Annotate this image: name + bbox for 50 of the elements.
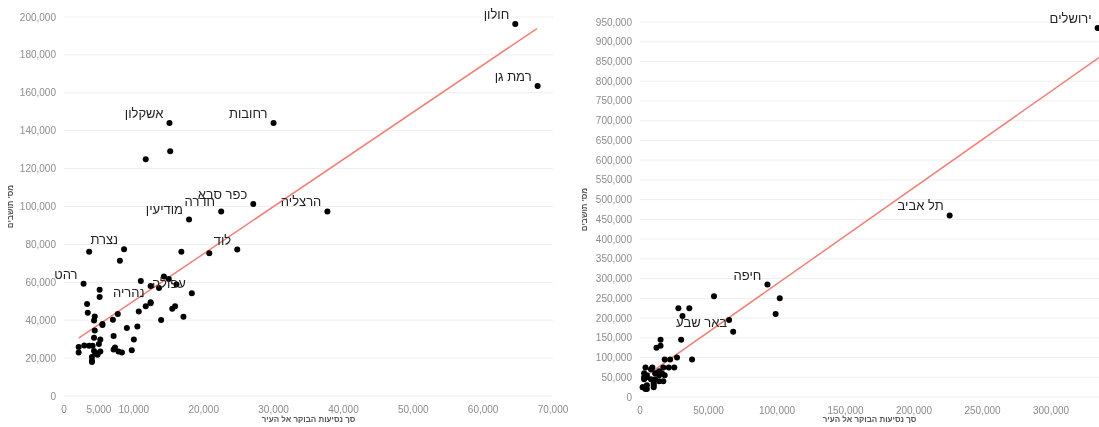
x-tick-label: 5,000	[86, 404, 112, 415]
y-tick-label: 700,000	[595, 115, 633, 127]
y-tick-label: 120,000	[19, 163, 57, 175]
y-tick-label: 750,000	[595, 95, 633, 107]
x-tick-label: 10,000	[118, 404, 150, 415]
y-tick-label: 600,000	[595, 154, 633, 166]
y-axis-title: מס' תושבים	[580, 187, 589, 232]
y-tick-label: 160,000	[19, 87, 57, 99]
y-tick-label: 100,000	[19, 201, 57, 212]
x-tick-label: 50,000	[397, 404, 430, 415]
y-tick-label: 900,000	[595, 36, 633, 48]
y-tick-label: 0	[50, 390, 57, 402]
y-tick-label: 350,000	[595, 253, 633, 265]
x-tick-label: 70,000	[537, 404, 569, 415]
y-tick-label: 850,000	[595, 55, 633, 67]
x-tick-label: 250,000	[964, 405, 1002, 416]
y-tick-label: 950,000	[595, 16, 633, 28]
y-tick-label: 200,000	[19, 11, 57, 23]
x-tick-label: 40,000	[328, 404, 360, 415]
y-tick-label: 0	[626, 391, 633, 403]
y-tick-label: 550,000	[595, 174, 633, 186]
y-tick-label: 800,000	[595, 75, 633, 87]
y-tick-label: 40,000	[25, 314, 57, 326]
x-tick-label: 200,000	[895, 405, 933, 416]
x-tick-label: 0	[61, 404, 68, 415]
y-tick-label: 650,000	[595, 134, 633, 146]
y-tick-label: 400,000	[595, 233, 633, 245]
y-tick-label: 50,000	[601, 371, 633, 383]
y-tick-label: 100,000	[595, 352, 633, 364]
y-tick-label: 140,000	[19, 125, 57, 137]
y-tick-label: 80,000	[25, 238, 57, 250]
x-tick-label: 30,000	[258, 404, 290, 415]
x-tick-label: 0	[637, 405, 644, 416]
y-tick-label: 500,000	[595, 194, 633, 206]
y-tick-label: 300,000	[595, 273, 633, 285]
y-tick-label: 180,000	[19, 49, 57, 61]
y-axis-title: מס' תושבים	[6, 184, 15, 229]
x-tick-label: 300,000	[1032, 405, 1070, 416]
y-tick-label: 450,000	[595, 213, 633, 225]
y-tick-label: 150,000	[595, 332, 633, 344]
x-tick-label: 100,000	[758, 405, 796, 416]
x-tick-label: 50,000	[693, 405, 725, 416]
y-tick-label: 200,000	[595, 312, 633, 324]
x-axis-title: סך נסיעות הבוקר אל העיר	[822, 415, 917, 424]
x-axis-title: סך נסיעות הבוקר אל העיר	[261, 415, 356, 424]
y-tick-label: 250,000	[595, 292, 633, 304]
y-tick-label: 20,000	[25, 352, 57, 364]
x-tick-label: 60,000	[467, 404, 499, 415]
x-tick-label: 150,000	[827, 405, 865, 416]
x-tick-label: 20,000	[188, 404, 220, 415]
